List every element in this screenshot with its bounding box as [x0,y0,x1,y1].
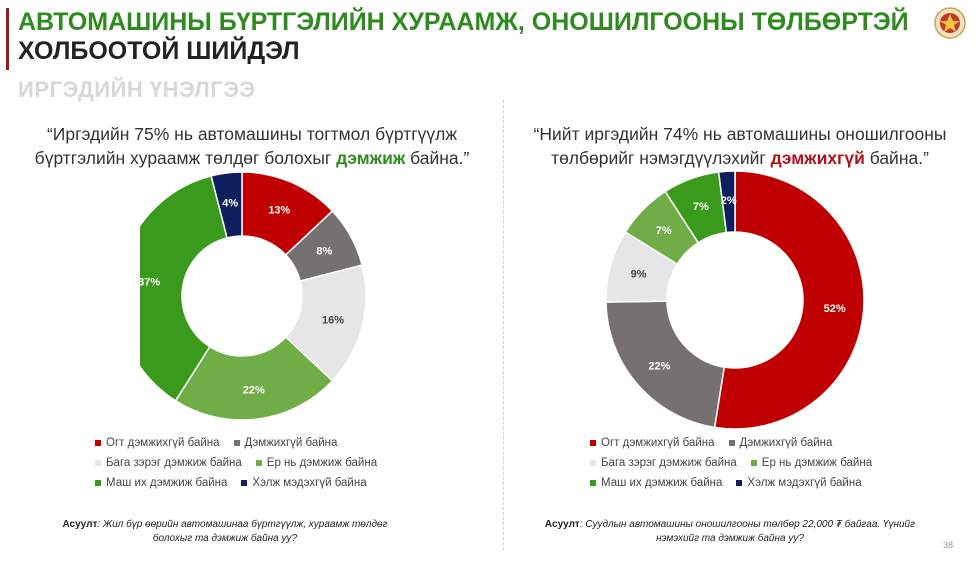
legend-label: Маш их дэмжиж байна [601,477,723,489]
slice-label: 8% [316,246,332,258]
page-title: АВТОМАШИНЫ БҮРТГЭЛИЙН ХУРААМЖ, ОНОШИЛГОО… [18,8,918,66]
left-quote-end: байна.” [405,148,470,168]
right-quote-end: байна.” [864,148,929,168]
left-quote-text: “Иргэдийн 75% нь автомашины тогтмол бүрт… [34,124,458,168]
right-quote-emphasis: дэмжихгүй [770,148,865,168]
legend-item: Ер нь дэмжиж байна [255,457,378,469]
donut-slice [713,170,865,430]
title-line-2: ХОЛБООТОЙ ШИЙДЭЛ [18,37,300,65]
page-number: 38 [943,540,954,550]
legend-item: Ер нь дэмжиж байна [750,457,873,469]
legend-label: Огт дэмжихгүй байна [601,437,715,449]
left-question: Асуулт: Жил бүр өөрийн автомашинаа бүртг… [50,518,400,546]
title-line-1: АВТОМАШИНЫ БҮРТГЭЛИЙН ХУРААМЖ, ОНОШИЛГОО… [18,8,909,36]
left-question-text: : Жил бүр өөрийн автомашинаа бүртгүүлж, … [97,519,388,544]
right-quote-text: “Нийт иргэдийн 74% нь автомашины оношилг… [533,124,947,168]
legend-swatch [255,460,262,466]
legend-item: Хэлж мэдэхгүй байна [241,477,367,489]
slice-label: 22% [243,384,265,396]
legend-swatch [590,480,596,486]
legend-label: Маш их дэмжиж байна [106,477,228,489]
legend-item: Маш их дэмжиж байна [590,477,722,489]
right-question-label: Асуулт [544,519,580,530]
right-question-text: : Суудлын автомашины оношилгооны төлбөр … [579,519,916,544]
legend-item: Дэмжихгүй байна [728,437,833,449]
left-question-label: Асуулт [62,519,98,530]
legend-swatch [750,460,757,466]
legend-swatch [95,440,101,446]
donut-slice [140,174,228,402]
legend-label: Ер нь дэмжиж байна [761,457,873,469]
legend-swatch [241,480,248,486]
right-legend: Огт дэмжихгүй байна Дэмжихгүй байна Бага… [590,433,872,493]
right-donut-chart: 52% 22% 9% 7% 7% 2% [605,170,865,430]
left-legend: Огт дэмжихгүй байна Дэмжихгүй байна Бага… [95,433,377,493]
legend-item: Бага зэрэг дэмжиж байна [95,457,242,469]
legend-label: Огт дэмжихгүй байна [106,437,220,449]
legend-swatch [590,460,596,466]
legend-label: Бага зэрэг дэмжиж байна [601,457,737,469]
legend-swatch [728,440,735,446]
legend-item: Дэмжихгүй байна [233,437,338,449]
emblem-icon [934,7,966,39]
legend-label: Бага зэрэг дэмжиж байна [106,457,242,469]
right-quote: “Нийт иргэдийн 74% нь автомашины оношилг… [505,122,975,170]
slice-label: 7% [656,225,672,237]
donut-slice [717,170,736,234]
slice-label: 16% [322,314,344,326]
slice-label: 4% [222,198,238,210]
legend-label: Дэмжихгүй байна [739,437,833,449]
left-quote: “Иргэдийн 75% нь автомашины тогтмол бүрт… [12,122,492,170]
legend-label: Хэлж мэдэхгүй байна [747,477,862,489]
slice-label: 52% [824,303,846,315]
legend-swatch [736,480,743,486]
legend-label: Хэлж мэдэхгүй байна [252,477,367,489]
legend-swatch [95,480,101,486]
legend-label: Ер нь дэмжиж байна [266,457,378,469]
donut-slice [605,300,726,429]
legend-item: Огт дэмжихгүй байна [95,437,220,449]
legend-swatch [95,460,101,466]
page-subtitle: ИРГЭДИЙН ҮНЭЛГЭЭ [18,77,256,102]
right-question: Асуулт: Суудлын автомашины оношилгооны т… [540,518,920,546]
legend-swatch [233,440,240,446]
slice-label: 9% [631,268,647,280]
slice-label: 22% [648,360,670,372]
legend-item: Маш их дэмжиж байна [95,477,227,489]
slice-label: 13% [268,205,290,217]
section-divider [503,100,504,550]
legend-item: Бага зэрэг дэмжиж байна [590,457,737,469]
donut-slice [210,171,243,239]
donut-slice [174,336,334,420]
slice-label: 7% [693,201,709,213]
legend-swatch [590,440,596,446]
legend-label: Дэмжихгүй байна [244,437,338,449]
left-donut-chart: 13% 8% 16% 22% 37% 4% [140,171,367,420]
left-quote-emphasis: дэмжиж [336,148,406,168]
legend-item: Огт дэмжихгүй байна [590,437,715,449]
slice-label: 2% [721,195,737,207]
legend-item: Хэлж мэдэхгүй байна [736,477,862,489]
accent-bar [6,8,9,70]
slice-label: 37% [140,276,160,288]
